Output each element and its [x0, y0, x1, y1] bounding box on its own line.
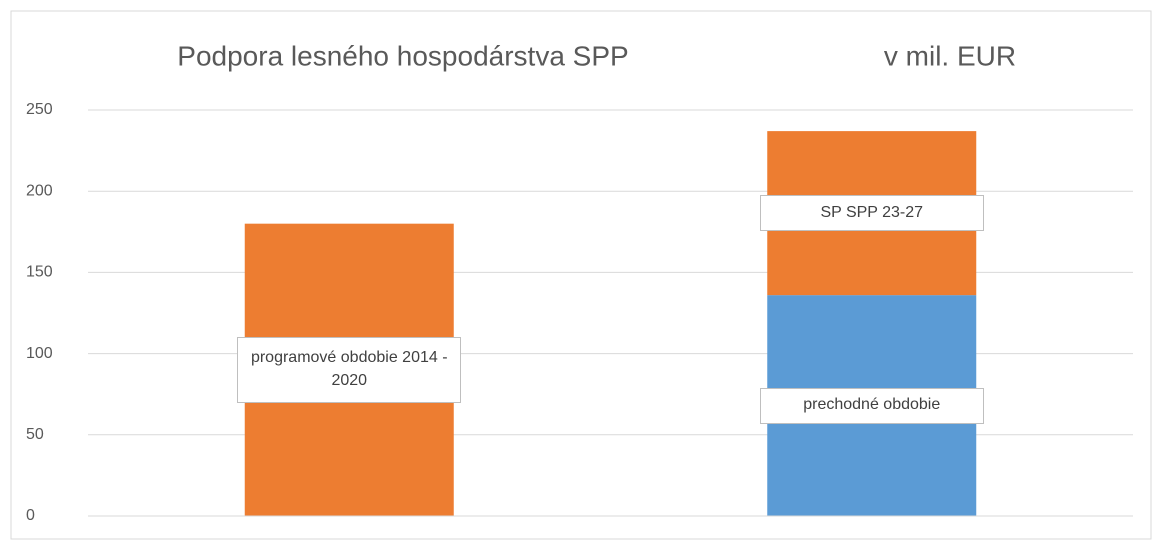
- chart-title: Podpora lesného hospodárstva SPP: [177, 40, 628, 71]
- y-tick-label: 0: [26, 507, 35, 524]
- data-label: programové obdobie 2014 - 2020: [237, 336, 462, 403]
- data-label-box: prechodné obdobie: [759, 387, 984, 424]
- data-label: prechodné obdobie: [759, 387, 984, 424]
- data-label-box: SP SPP 23-27: [759, 195, 984, 232]
- data-label: SP SPP 23-27: [759, 195, 984, 232]
- y-tick-label: 50: [26, 426, 44, 443]
- chart-border: [10, 10, 1152, 540]
- chart-subtitle: v mil. EUR: [884, 40, 1016, 71]
- y-tick-label: 100: [26, 345, 53, 362]
- y-tick-label: 200: [26, 182, 53, 199]
- y-tick-label: 250: [26, 101, 53, 118]
- y-tick-label: 150: [26, 264, 53, 281]
- data-label-box: programové obdobie 2014 - 2020: [237, 336, 462, 403]
